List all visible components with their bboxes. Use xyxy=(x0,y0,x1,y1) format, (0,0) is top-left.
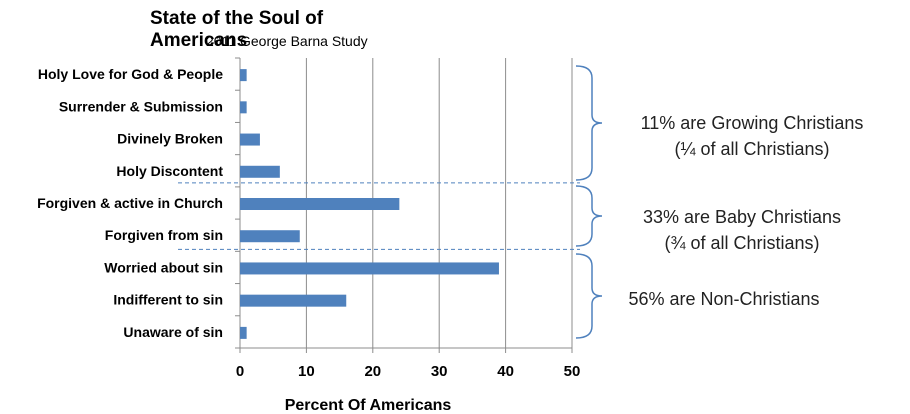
annotation-baby: 33% are Baby Christians (¾ of all Christ… xyxy=(592,204,892,256)
category-label: Holy Discontent xyxy=(116,163,223,179)
annotation-growing-line1: 11% are Growing Christians xyxy=(640,113,864,133)
category-label: Indifferent to sin xyxy=(113,292,223,308)
x-tick-label: 0 xyxy=(236,363,244,380)
annotation-growing-line2: (¼ of all Christians) xyxy=(674,139,830,159)
bar xyxy=(240,326,247,339)
bar xyxy=(240,198,400,210)
bar xyxy=(240,294,347,307)
x-tick-label: 10 xyxy=(298,363,315,380)
bar xyxy=(240,101,247,114)
annotation-growing: 11% are Growing Christians (¼ of all Chr… xyxy=(602,110,902,162)
bracket-growing xyxy=(575,65,603,181)
bracket-non xyxy=(575,253,603,339)
bracket-baby xyxy=(575,185,603,247)
category-label: Divinely Broken xyxy=(117,131,223,147)
chart-subtitle: 2011 George Barna Study xyxy=(206,33,368,49)
x-tick-label: 30 xyxy=(431,363,448,380)
annotation-non-line1: 56% are Non-Christians xyxy=(628,289,820,309)
category-label: Forgiven & active in Church xyxy=(37,195,223,211)
chart-title: State of the Soul of Americans xyxy=(150,8,324,51)
x-axis-title: Percent Of Americans xyxy=(285,397,452,414)
x-tick-label: 20 xyxy=(364,363,381,380)
x-tick-label: 50 xyxy=(564,363,581,380)
category-label: Surrender & Submission xyxy=(59,98,223,114)
bar xyxy=(240,69,247,82)
bar xyxy=(240,133,260,146)
bar xyxy=(240,230,300,243)
annotation-baby-line2: (¾ of all Christians) xyxy=(664,233,820,253)
category-label: Worried about sin xyxy=(104,259,223,275)
bar xyxy=(240,165,280,178)
bar xyxy=(240,262,499,275)
annotation-non: 56% are Non-Christians xyxy=(574,286,874,312)
category-label: Holy Love for God & People xyxy=(38,66,223,82)
category-label: Forgiven from sin xyxy=(105,227,223,243)
x-tick-label: 40 xyxy=(497,363,514,380)
category-label: Unaware of sin xyxy=(123,324,223,340)
annotation-baby-line1: 33% are Baby Christians xyxy=(642,207,842,227)
